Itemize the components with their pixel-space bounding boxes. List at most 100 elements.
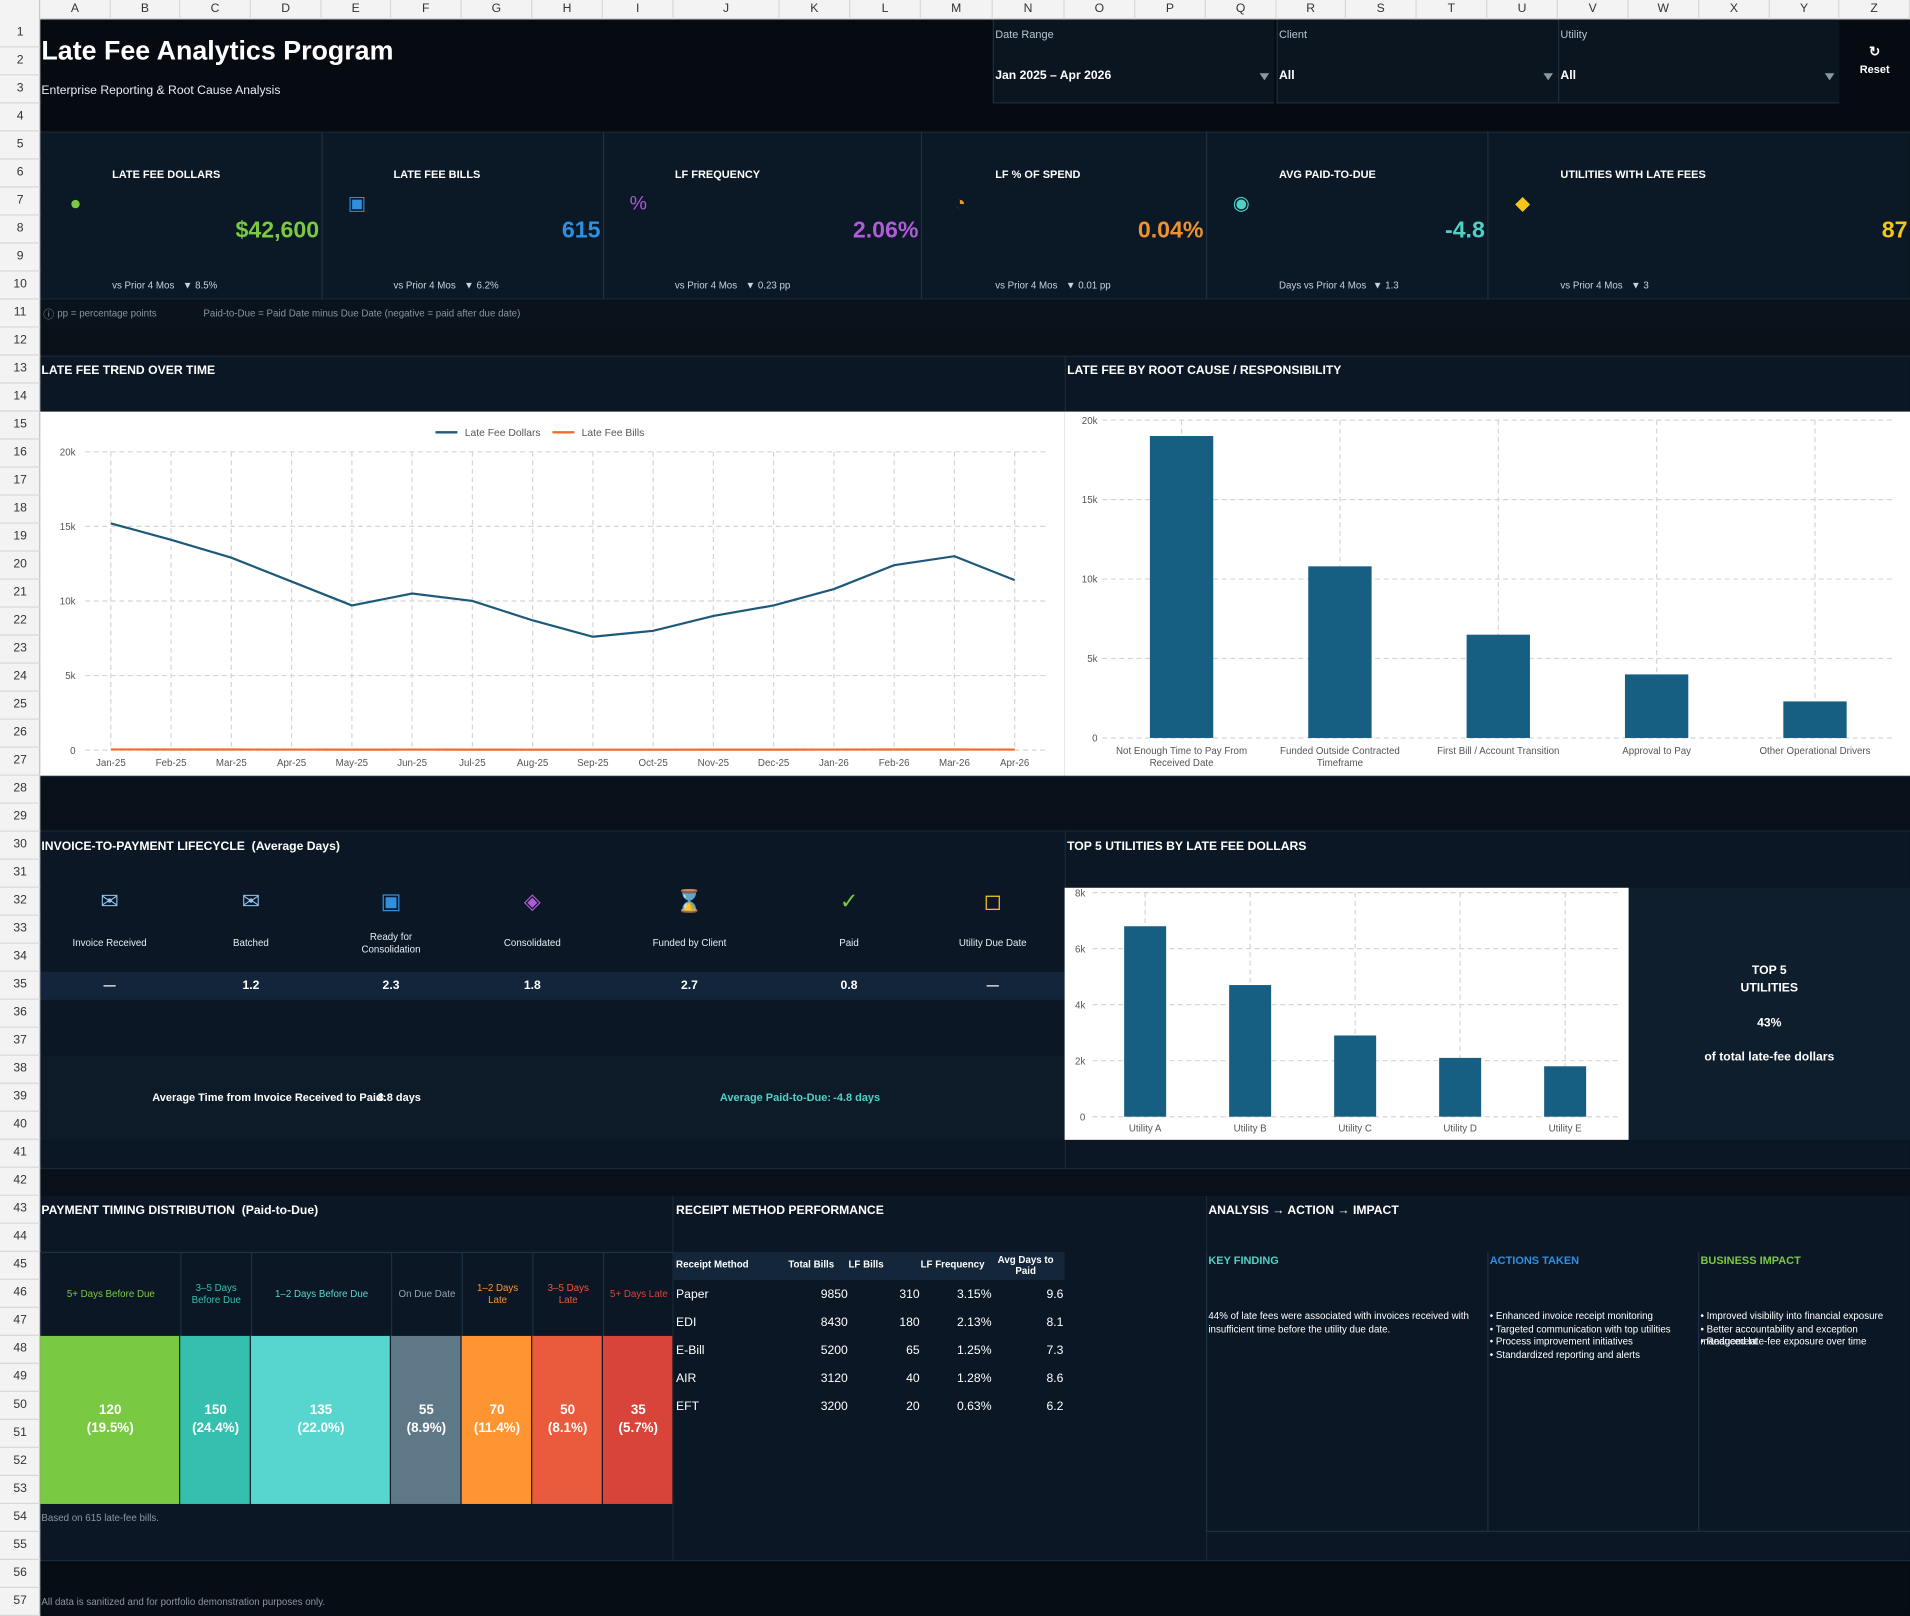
dropdown-arrow[interactable]: [1259, 73, 1270, 81]
table-cell: EFT: [676, 1399, 700, 1414]
column-header: N: [993, 0, 1065, 20]
kpi-value: $42,600: [235, 217, 320, 244]
row-header: 32: [0, 888, 41, 916]
table-cell: 2.13%: [956, 1315, 992, 1330]
legend-label: Late Fee Bills: [582, 428, 645, 439]
column-header: W: [1629, 0, 1700, 20]
y-tick-label: 5k: [65, 671, 75, 682]
row-header: 33: [0, 916, 41, 944]
bucket-block: [461, 1335, 533, 1504]
row-header: 2: [0, 47, 41, 76]
x-tick-label: Jul-25: [459, 757, 486, 769]
column-header: Z: [1839, 0, 1910, 20]
table-cell: 310: [899, 1287, 920, 1302]
dropdown-arrow[interactable]: [1824, 73, 1835, 81]
kpi-comparison: vs Prior 4 Mos: [995, 280, 1058, 292]
bucket-count: 55: [418, 1403, 434, 1418]
row-header: 24: [0, 664, 41, 692]
bucket-header: 5+ Days Late: [602, 1251, 674, 1336]
kpi-icon: ▣: [347, 194, 367, 215]
column-header: H: [532, 0, 603, 20]
table-header: LF Frequency: [920, 1259, 985, 1271]
row-header: 6: [0, 160, 41, 188]
reset-icon[interactable]: ↻: [1869, 45, 1881, 61]
row-header: 47: [0, 1308, 41, 1336]
bar: [1308, 566, 1372, 738]
row-header: 54: [0, 1504, 41, 1532]
bucket-share: (5.7%): [618, 1421, 659, 1437]
column-header: D: [251, 0, 322, 20]
footer-band: [40, 1559, 1910, 1616]
analysis-item: • Process improvement initiatives: [1489, 1335, 1633, 1347]
summary-value: -4.8 days: [833, 1091, 881, 1104]
page-title: Late Fee Analytics Program: [41, 35, 394, 66]
kpi-divider: [1205, 131, 1208, 300]
lifecycle-value-band: [40, 971, 1065, 1000]
stage-icon: ◈: [523, 889, 541, 914]
column-header: I: [603, 0, 674, 20]
kpi-label: LF FREQUENCY: [674, 167, 761, 180]
kpi-comparison: vs Prior 4 Mos: [674, 280, 738, 292]
row-header: 48: [0, 1336, 41, 1364]
note-text: pp = percentage points: [57, 308, 157, 320]
x-tick-label: Oct-25: [638, 757, 668, 769]
callout-line: UTILITIES: [1740, 981, 1799, 995]
bucket-block: [180, 1335, 251, 1504]
x-tick-label: Mar-25: [215, 757, 247, 769]
table-cell: 40: [906, 1371, 920, 1386]
table-cell: 180: [899, 1315, 920, 1330]
bucket-header: 1–2 Days Late: [461, 1251, 533, 1336]
kpi-divider: [321, 131, 323, 300]
column-header: J: [674, 0, 780, 20]
reset-label[interactable]: Reset: [1859, 62, 1890, 76]
bucket-header: 5+ Days Before Due: [40, 1251, 181, 1336]
kpi-value: 0.04%: [1137, 217, 1204, 244]
table-cell: 3120: [820, 1371, 848, 1386]
filter-label: Utility: [1560, 27, 1588, 40]
note-icon: ⓘ: [43, 307, 55, 320]
bucket-block: [532, 1335, 603, 1504]
table-cell: 65: [906, 1343, 920, 1358]
bar: [1544, 1066, 1587, 1117]
analysis-column: [1487, 1251, 1699, 1532]
kpi-change: ▼ 1.3: [1372, 280, 1399, 292]
table-cell: 0.63%: [956, 1399, 992, 1414]
filter-label: Client: [1279, 27, 1308, 40]
summary-value: 8.8 days: [377, 1091, 421, 1104]
column-header: M: [921, 0, 993, 20]
table-header: LF Bills: [848, 1259, 884, 1271]
table-cell: 8.1: [1046, 1315, 1064, 1330]
stage-value: —: [103, 978, 116, 992]
row-header: 41: [0, 1140, 41, 1168]
analysis-column: [1698, 1251, 1910, 1532]
spacer-band: [40, 1167, 1910, 1196]
table-header: Receipt Method: [676, 1259, 749, 1271]
table-cell: 3.15%: [956, 1287, 992, 1302]
x-tick-label: Funded Outside Contracted Timeframe: [1280, 745, 1400, 768]
stage-label: Invoice Received: [72, 937, 147, 949]
x-tick-label: Feb-25: [155, 757, 187, 769]
row-header: 8: [0, 216, 41, 244]
kpi-divider: [1487, 131, 1489, 300]
column-header: G: [462, 0, 533, 20]
y-tick-label: 0: [1092, 734, 1098, 745]
kpi-icon: ●: [69, 194, 82, 215]
y-tick-label: 4k: [1075, 1000, 1085, 1011]
column-header: B: [111, 0, 181, 20]
row-header: 30: [0, 832, 41, 860]
x-tick-label: Utility A: [1128, 1122, 1162, 1134]
y-tick-label: 10k: [60, 597, 76, 608]
bucket-block: [40, 1335, 181, 1504]
stage-icon: ✉: [241, 889, 261, 914]
table-cell: EDI: [676, 1315, 697, 1330]
y-tick-label: 0: [1080, 1112, 1086, 1123]
x-tick-label: Utility E: [1548, 1122, 1582, 1134]
kpi-label: LF % OF SPEND: [995, 167, 1081, 180]
row-header: 52: [0, 1448, 41, 1476]
x-tick-label: May-25: [335, 757, 369, 769]
dropdown-arrow[interactable]: [1543, 73, 1554, 81]
kpi-change: ▼ 0.01 pp: [1065, 280, 1111, 292]
table-header: Total Bills: [788, 1259, 835, 1271]
stage-icon: ⌛: [675, 889, 704, 914]
